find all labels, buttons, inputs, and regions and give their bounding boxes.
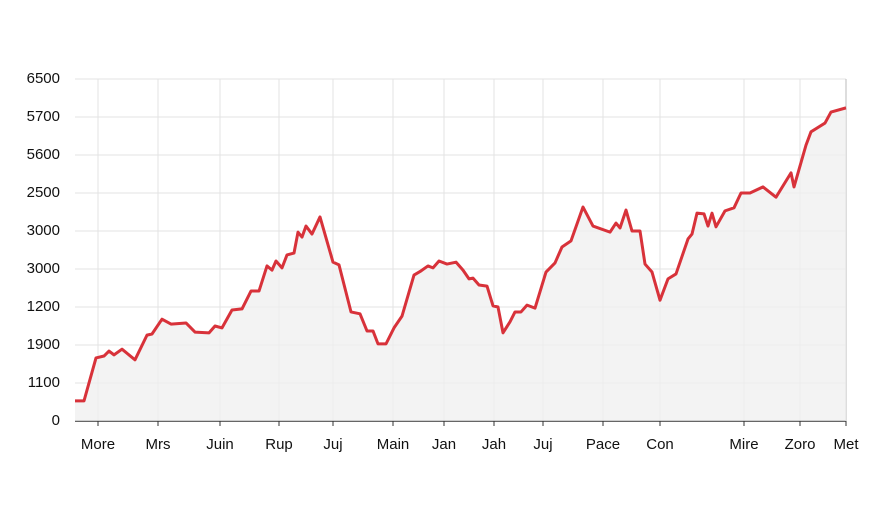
x-tick-label: Jan — [432, 436, 456, 453]
x-tick-label: Pace — [586, 436, 620, 453]
x-tick-label: Jah — [482, 436, 506, 453]
y-tick-label: 0 — [52, 412, 60, 429]
y-tick-label: 1100 — [28, 374, 60, 391]
y-tick-label: 3000 — [27, 222, 60, 239]
x-tick-label: Met — [833, 436, 859, 453]
y-tick-label: 1900 — [27, 336, 60, 353]
x-tick-label: Juj — [323, 436, 342, 453]
x-tick-label: Juj — [533, 436, 552, 453]
x-tick-label: Con — [646, 436, 674, 453]
x-tick-label: Zoro — [785, 436, 816, 453]
x-tick-label: Juin — [206, 436, 234, 453]
x-tick-label: Mrs — [146, 436, 171, 453]
y-tick-label: 6500 — [27, 70, 60, 87]
x-tick-label: Main — [377, 436, 410, 453]
y-tick-label: 5600 — [27, 146, 60, 163]
y-tick-label: 3000 — [27, 260, 60, 277]
y-tick-label: 2500 — [27, 184, 60, 201]
x-tick-label: Rup — [265, 436, 293, 453]
x-tick-label: Mire — [729, 436, 758, 453]
y-tick-label: 5700 — [27, 108, 60, 125]
line — [75, 106, 847, 403]
y-tick-label: 1200 — [27, 298, 60, 315]
x-tick-label: More — [81, 436, 115, 453]
area — [75, 107, 846, 421]
